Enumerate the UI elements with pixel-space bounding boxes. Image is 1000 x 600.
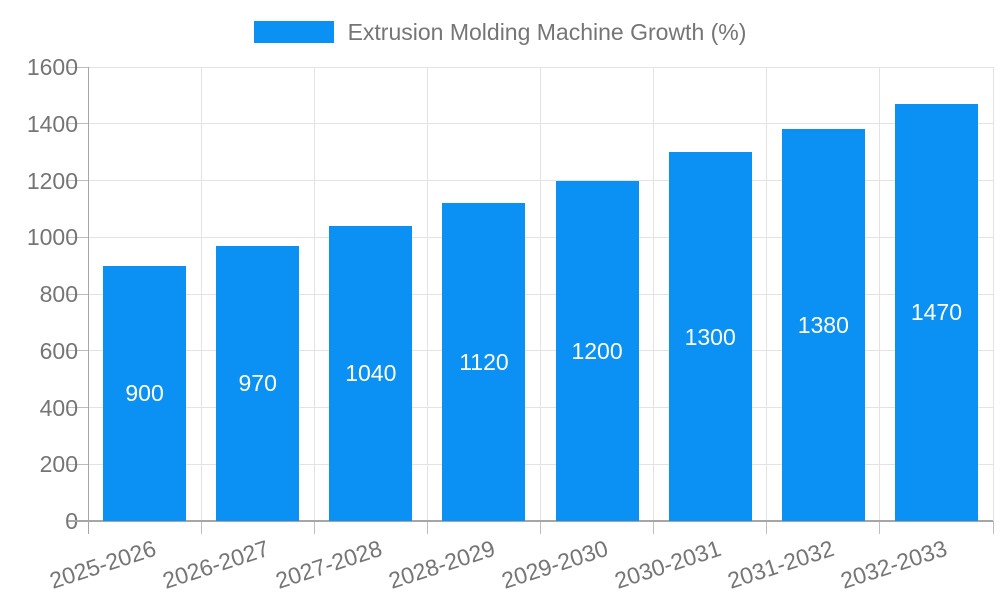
x-axis-tick — [200, 521, 202, 534]
x-axis-tick — [879, 521, 881, 534]
x-axis-tick — [766, 521, 768, 534]
y-tick-label: 800 — [39, 281, 78, 307]
bar — [329, 225, 413, 521]
bar-value-label: 1120 — [459, 349, 509, 376]
bar-value-label: 1300 — [684, 323, 736, 350]
x-tick-label: 2028-2029 — [385, 535, 498, 594]
bar — [103, 265, 187, 521]
x-gridline — [540, 67, 541, 521]
y-tick-label: 1000 — [26, 224, 78, 251]
x-axis-tick — [313, 521, 315, 534]
x-tick-label: 2031-2032 — [724, 535, 838, 594]
y-axis-tick — [68, 66, 88, 68]
y-axis-tick — [68, 350, 88, 352]
x-gridline — [653, 67, 655, 521]
x-gridline — [200, 67, 202, 521]
x-tick-label: 2025-2026 — [45, 535, 159, 594]
y-axis-tick — [68, 407, 88, 408]
y-axis-tick — [68, 123, 88, 125]
y-axis-tick — [68, 463, 88, 465]
legend-swatch — [253, 21, 334, 43]
x-tick-label: 2032-2033 — [837, 535, 951, 594]
y-axis-line — [88, 67, 89, 534]
bar-value-label: 1380 — [797, 312, 849, 339]
bar — [216, 245, 300, 521]
x-axis-tick — [653, 521, 655, 534]
bar — [668, 152, 752, 521]
y-tick-label: 0 — [0, 509, 78, 533]
bar-value-label: 1200 — [571, 337, 623, 364]
bar — [781, 129, 865, 521]
bar — [555, 180, 639, 521]
bar-value-label: 1470 — [910, 299, 963, 326]
y-tick-label: 400 — [39, 394, 78, 421]
y-tick-label: 600 — [39, 337, 78, 364]
y-tick-label: 1600 — [26, 54, 78, 80]
bar — [894, 103, 978, 521]
legend: Extrusion Molding Machine Growth (%) — [0, 19, 1000, 45]
x-tick-label: 2026-2027 — [159, 535, 272, 594]
bar-value-label: 900 — [125, 380, 164, 407]
x-axis-tick — [992, 521, 994, 534]
x-gridline — [313, 67, 315, 521]
bar-value-label: 1040 — [345, 360, 397, 387]
x-tick-label: 2027-2028 — [272, 535, 385, 594]
y-axis-tick — [68, 293, 88, 295]
x-gridline — [426, 67, 428, 521]
y-tick-label: 200 — [39, 451, 78, 478]
bar — [442, 203, 526, 521]
x-axis-tick — [540, 521, 541, 534]
x-axis-line — [68, 520, 993, 522]
y-axis-tick — [68, 236, 88, 238]
legend-label: Extrusion Molding Machine Growth (%) — [347, 18, 747, 45]
bar-value-label: 970 — [238, 370, 277, 397]
x-tick-label: 2030-2031 — [611, 535, 725, 594]
y-axis-tick — [68, 180, 88, 181]
x-gridline — [766, 67, 768, 521]
x-tick-label: 2029-2030 — [498, 535, 612, 594]
y-tick-label: 1400 — [26, 110, 78, 137]
x-gridline — [879, 67, 881, 521]
x-gridline — [992, 67, 994, 521]
y-tick-label: 1200 — [26, 167, 78, 194]
x-axis-tick — [426, 521, 428, 534]
